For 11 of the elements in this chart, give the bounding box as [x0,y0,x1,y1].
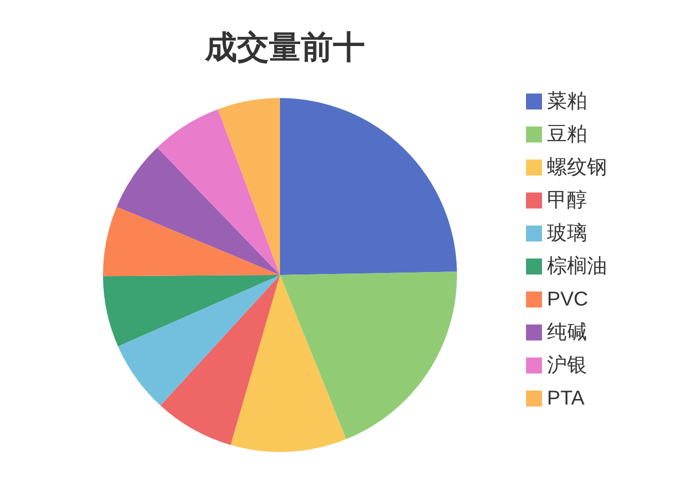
legend-label: 螺纹钢 [547,156,607,178]
legend-label: 沪银 [547,354,587,376]
legend-label: PTA [547,388,586,410]
legend-label: 纯碱 [547,322,587,344]
legend-label: 豆粕 [547,124,587,146]
legend-label: 菜粕 [547,90,587,112]
legend-label: 玻璃 [547,222,587,244]
legend-label: 甲醇 [547,190,587,212]
legend-label: 棕榈油 [547,256,607,278]
legend-label: PVC [547,288,588,310]
chart-title: 成交量前十 [204,29,365,65]
